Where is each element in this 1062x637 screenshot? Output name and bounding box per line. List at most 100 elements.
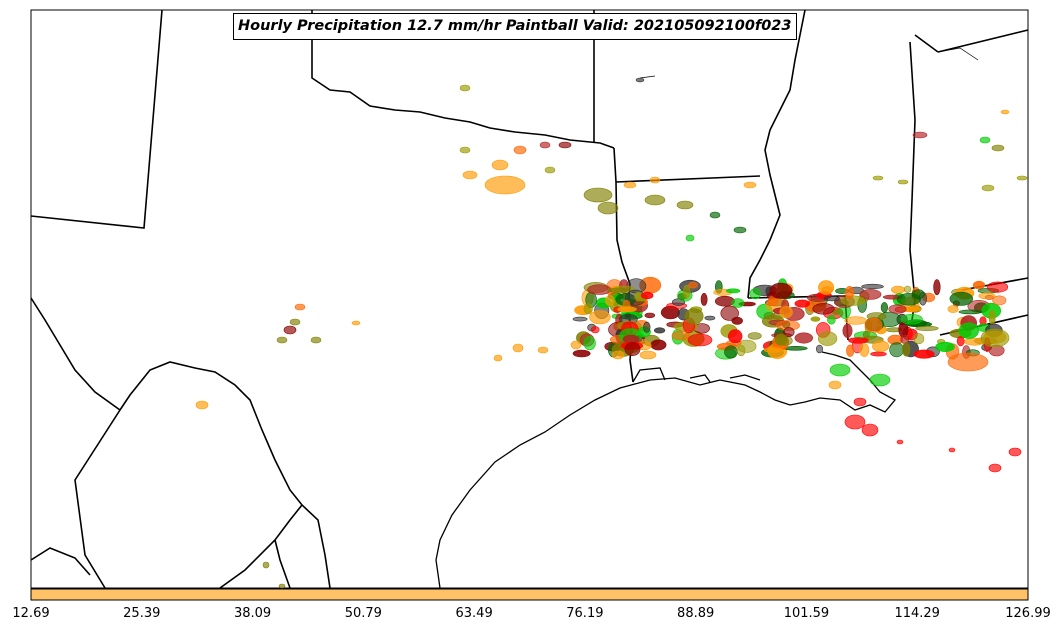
precip-blob — [888, 304, 907, 314]
colorbar-tick-label: 101.59 — [783, 606, 830, 621]
precip-blob — [988, 309, 996, 325]
precip-blob — [980, 328, 1010, 348]
precip-blob — [913, 333, 925, 345]
precip-blob — [671, 330, 690, 341]
precip-blob — [262, 561, 270, 569]
colorbar-tick-label: 25.39 — [123, 606, 161, 621]
precip-blob — [736, 345, 746, 357]
precip-blob — [913, 349, 935, 359]
precip-blob — [570, 340, 582, 350]
precip-blob — [1008, 447, 1022, 457]
precip-blob — [958, 309, 982, 315]
precip-blob — [840, 295, 866, 306]
precip-blob — [915, 325, 939, 331]
colorbar-tick-label: 76.19 — [566, 606, 604, 621]
precip-blob — [902, 342, 911, 357]
precip-blob — [861, 283, 884, 290]
precip-blob — [682, 284, 691, 299]
precip-blob — [991, 144, 1005, 152]
precip-blob — [513, 145, 527, 155]
precip-blob — [978, 292, 996, 300]
colorbar-tick-label: 114.29 — [894, 606, 940, 621]
precip-blob — [558, 141, 572, 149]
precip-blob — [491, 159, 509, 171]
precip-blob — [572, 349, 591, 358]
precip-blob — [981, 184, 995, 192]
precip-blob — [623, 181, 637, 189]
precip-blob — [747, 332, 762, 340]
precip-blob — [794, 299, 810, 308]
precip-blob — [590, 326, 600, 334]
precip-blob — [635, 77, 645, 83]
precip-blob — [846, 344, 855, 357]
precip-blob — [948, 447, 956, 453]
precip-blob — [827, 314, 836, 325]
precip-blob — [872, 175, 884, 181]
precip-blob — [649, 176, 661, 184]
precip-blob — [484, 175, 526, 195]
map-title: Hourly Precipitation 12.7 mm/hr Paintbal… — [233, 13, 797, 40]
precip-blob — [537, 346, 549, 354]
precip-blob — [544, 166, 556, 174]
precip-blob — [972, 280, 986, 290]
precip-blob — [278, 583, 286, 589]
precip-blob — [493, 354, 503, 362]
precip-blob — [725, 288, 741, 294]
precip-blob — [810, 316, 821, 322]
precip-blob — [818, 280, 835, 295]
colorbar — [30, 588, 1029, 601]
precip-blob — [715, 295, 735, 307]
precip-blob — [896, 293, 922, 306]
colorbar-tick-label: 38.09 — [233, 606, 272, 621]
precip-blob — [859, 289, 882, 300]
precip-blob — [731, 316, 743, 325]
precip-blob — [704, 315, 716, 321]
colorbar-tick-label: 63.49 — [455, 606, 493, 621]
precip-blob — [817, 331, 838, 346]
precip-blob — [828, 380, 842, 390]
precip-blobs — [195, 77, 1028, 589]
precip-blob — [903, 285, 912, 293]
precip-blob — [823, 295, 840, 302]
precip-blob — [1016, 175, 1028, 181]
colorbar-tick-label: 12.69 — [12, 606, 50, 621]
precip-blob — [935, 341, 955, 352]
precip-blob — [294, 303, 306, 311]
precip-blob — [958, 322, 979, 339]
precip-blob — [462, 170, 478, 180]
rivers — [639, 47, 979, 79]
precip-blob — [897, 179, 909, 185]
precip-blob — [624, 342, 641, 356]
precip-blob — [749, 288, 762, 300]
precip-blob — [842, 323, 853, 338]
precip-blob — [912, 131, 928, 139]
colorbar-tick-label: 126.99 — [1005, 606, 1051, 621]
precip-blob — [597, 201, 619, 215]
precip-blob — [724, 345, 738, 359]
precip-blob — [512, 343, 524, 353]
precip-blob — [861, 423, 879, 437]
precip-blob — [956, 336, 965, 347]
precip-blob — [276, 336, 288, 344]
precip-blob — [640, 291, 654, 300]
precip-blob — [283, 325, 297, 335]
precip-blob — [949, 291, 973, 306]
precip-blob — [310, 336, 322, 344]
precip-blob — [853, 397, 867, 407]
precip-blob — [572, 316, 588, 322]
precip-blob — [848, 337, 869, 344]
precip-blob — [896, 439, 904, 445]
precip-blob — [539, 141, 551, 149]
precip-blob — [779, 306, 793, 319]
precip-blob — [859, 343, 870, 357]
precip-blob — [864, 317, 883, 333]
precip-blob — [869, 373, 891, 387]
precip-blob — [195, 400, 209, 410]
precip-blob — [731, 298, 745, 308]
precip-blob — [845, 285, 855, 299]
precip-blob — [709, 211, 721, 219]
precip-blob — [947, 352, 989, 372]
precip-blob — [687, 333, 713, 347]
precip-blob — [979, 136, 991, 144]
